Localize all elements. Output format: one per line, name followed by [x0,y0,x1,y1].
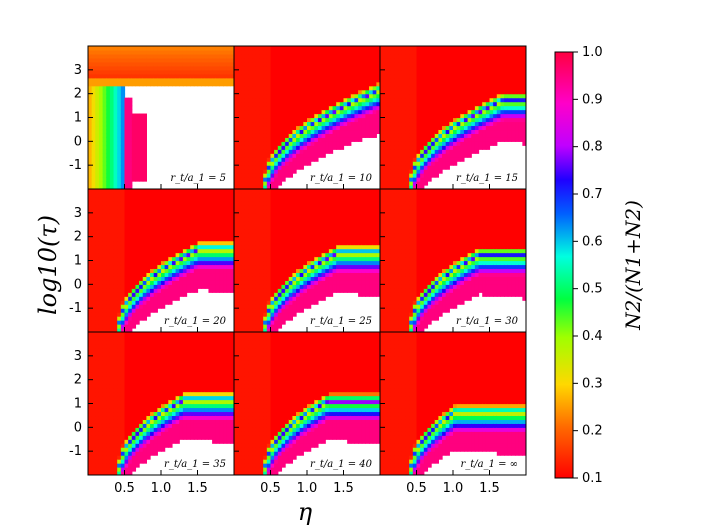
panel-4: r_t/a_1 = 20 -1 0 1 2 3 [69,188,235,333]
y-tick-label: 2 [74,373,82,388]
colorbar-tick-label: 0.2 [582,424,603,439]
colorbar-label: N2/(N1+N2) [621,200,645,331]
colorbar-tick-label: 0.9 [582,92,603,107]
panel-cells [88,189,234,332]
colorbar-tick-label: 0.3 [582,376,603,391]
panel-label: r_t/a_1 = 30 [456,316,519,327]
x-tick-label: 0.5 [260,481,281,496]
panel-cells [234,46,380,189]
panel-3: r_t/a_1 = 15 [379,45,527,190]
y-tick-label: -1 [69,158,82,173]
y-tick-label: 1 [74,111,82,126]
panel-2: r_t/a_1 = 10 [233,45,381,190]
y-tick-label: 0 [74,134,82,149]
y-tick-label: 2 [74,230,82,245]
y-axis-label: log10(τ) [34,215,62,315]
panel-6: r_t/a_1 = 30 [379,188,527,333]
x-tick-label: 0.5 [114,481,135,496]
panel-cells [88,46,234,189]
panel-label: r_t/a_1 = 25 [310,316,372,327]
y-tick-label: 1 [74,397,82,412]
y-tick-label: 3 [74,63,82,78]
colorbar-tick-label: 0.8 [582,140,603,155]
panel-label: r_t/a_1 = ∞ [460,459,518,470]
x-tick-label: 1.5 [479,481,500,496]
x-tick-label: 1.5 [187,481,208,496]
panel-cells [88,332,234,475]
colorbar-tick-label: 0.6 [582,234,603,249]
panel-label: r_t/a_1 = 35 [164,459,226,470]
colorbar: 0.1 0.2 0.3 0.4 0.5 0.6 0.7 0.8 0.9 1.0 N2/(N1+N2… [554,45,645,486]
x-axis-label: η [298,498,313,526]
colorbar-tick-label: 1.0 [582,45,603,60]
colorbar-tick-label: 0.1 [582,471,603,486]
colorbar-tick-label: 0.7 [582,187,603,202]
panel-1: r_t/a_1 = 5 -1 0 1 2 3 [69,45,235,190]
panel-7: r_t/a_1 = 35 -1 0 1 2 3 0.5 1.0 1.5 [69,331,235,496]
colorbar-gradient [554,51,574,479]
y-tick-label: 3 [74,349,82,364]
panel-9: r_t/a_1 = ∞ 0.5 1.0 1.5 [379,331,527,496]
heatmap-panels: r_t/a_1 = 5 -1 0 1 2 3 r_t/a_1 = 10 r_t/a_1 = 1… [69,45,527,496]
panel-label: r_t/a_1 = 20 [164,316,227,327]
x-tick-label: 1.0 [151,481,172,496]
x-tick-label: 1.5 [333,481,354,496]
y-tick-label: 0 [74,420,82,435]
panel-8: r_t/a_1 = 40 0.5 1.0 1.5 [233,331,381,496]
y-tick-label: 3 [74,206,82,221]
y-tick-label: -1 [69,301,82,316]
panel-cells [380,189,526,332]
panel-cells [234,189,380,332]
y-tick-label: 0 [74,277,82,292]
y-tick-label: 1 [74,254,82,269]
panel-cells [234,332,380,475]
x-tick-label: 0.5 [406,481,427,496]
colorbar-ticks: 0.1 0.2 0.3 0.4 0.5 0.6 0.7 0.8 0.9 1.0 [573,45,603,486]
panel-5: r_t/a_1 = 25 [233,188,381,333]
panel-label: r_t/a_1 = 5 [170,173,226,184]
y-tick-label: 2 [74,87,82,102]
colorbar-tick-label: 0.5 [582,282,603,297]
panel-label: r_t/a_1 = 10 [310,173,373,184]
x-tick-label: 1.0 [297,481,318,496]
panel-cells [380,332,526,475]
panel-label: r_t/a_1 = 40 [310,459,373,470]
panel-cells [380,46,526,189]
y-tick-label: -1 [69,444,82,459]
x-tick-label: 1.0 [443,481,464,496]
colorbar-tick-label: 0.4 [582,329,603,344]
panel-label: r_t/a_1 = 15 [456,173,518,184]
